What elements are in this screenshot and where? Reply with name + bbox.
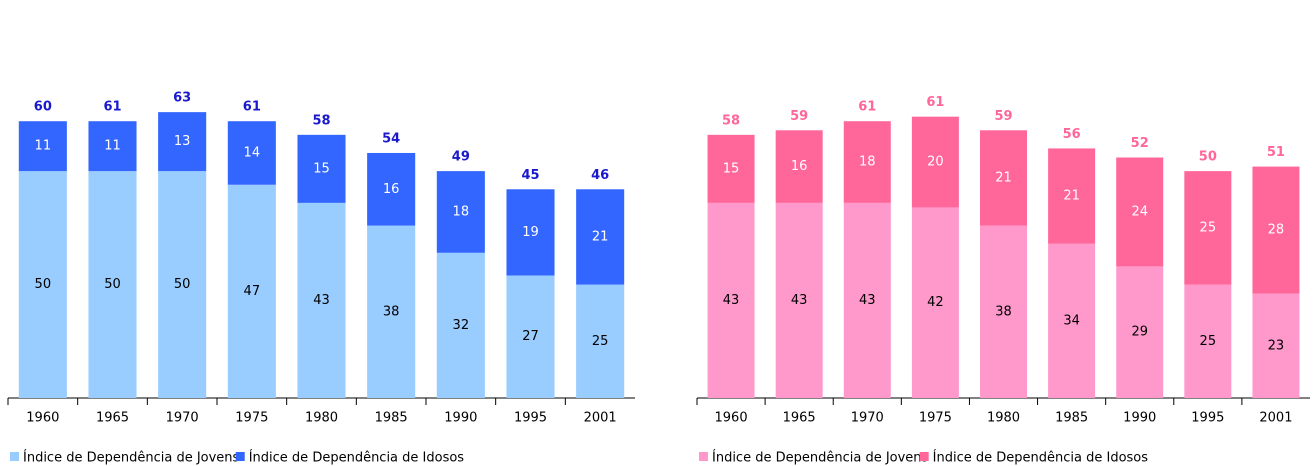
x-tick-label: 1980 (987, 411, 1020, 426)
total-label: 54 (382, 131, 400, 146)
x-tick-label: 1960 (715, 411, 748, 426)
legend-swatch (10, 452, 19, 461)
total-label: 52 (1131, 136, 1149, 151)
value-label: 19 (522, 225, 539, 240)
x-tick-label: 1980 (305, 411, 338, 426)
total-label: 61 (858, 100, 876, 115)
value-label: 11 (35, 139, 52, 154)
total-label: 49 (452, 150, 470, 165)
value-label: 38 (995, 304, 1012, 319)
value-label: 16 (383, 182, 400, 197)
x-tick-label: 1965 (783, 411, 816, 426)
x-tick-label: 2001 (584, 411, 617, 426)
value-label: 21 (1063, 189, 1080, 204)
value-label: 15 (723, 161, 740, 176)
total-label: 46 (591, 168, 609, 183)
x-tick-label: 1970 (851, 411, 884, 426)
value-label: 50 (174, 277, 191, 292)
value-label: 11 (104, 139, 121, 154)
total-label: 51 (1267, 145, 1285, 160)
value-label: 21 (592, 229, 609, 244)
value-label: 24 (1131, 204, 1148, 219)
total-label: 50 (1199, 150, 1217, 165)
total-label: 61 (243, 100, 261, 115)
total-label: 45 (521, 168, 539, 183)
value-label: 32 (453, 318, 470, 333)
total-label: 56 (1063, 127, 1081, 142)
legend-label: Índice de Dependência de Idosos (249, 450, 465, 466)
value-label: 47 (244, 284, 261, 299)
value-label: 50 (104, 277, 121, 292)
legend-swatch (920, 452, 929, 461)
value-label: 27 (522, 329, 539, 344)
value-label: 25 (1200, 334, 1217, 349)
x-tick-label: 1970 (166, 411, 199, 426)
value-label: 50 (35, 277, 52, 292)
x-tick-label: 1985 (1055, 411, 1088, 426)
value-label: 43 (313, 293, 330, 308)
x-tick-label: 1995 (514, 411, 547, 426)
total-label: 58 (722, 113, 740, 128)
value-label: 43 (859, 293, 876, 308)
value-label: 21 (995, 170, 1012, 185)
x-tick-label: 1990 (444, 411, 477, 426)
value-label: 25 (1200, 220, 1217, 235)
value-label: 18 (453, 204, 470, 219)
x-tick-label: 1995 (1191, 411, 1224, 426)
legend-label: Índice de Dependência de Jovens (23, 450, 240, 466)
total-label: 61 (103, 100, 121, 115)
page: {"chart_data": [ {"type": "stacked-bar",… (0, 0, 1315, 466)
value-label: 14 (244, 145, 261, 160)
value-label: 38 (383, 304, 400, 319)
total-label: 59 (994, 109, 1012, 124)
x-tick-label: 1985 (375, 411, 408, 426)
value-label: 43 (791, 293, 808, 308)
legend-label: Índice de Dependência de Jovens (712, 450, 929, 466)
value-label: 34 (1063, 313, 1080, 328)
legend-swatch (699, 452, 708, 461)
value-label: 23 (1268, 338, 1285, 353)
value-label: 28 (1268, 223, 1285, 238)
value-label: 20 (927, 155, 944, 170)
total-label: 63 (173, 91, 191, 106)
value-label: 29 (1131, 325, 1148, 340)
x-tick-label: 1965 (96, 411, 129, 426)
value-label: 42 (927, 295, 944, 310)
value-label: 43 (723, 293, 740, 308)
total-label: 61 (926, 95, 944, 110)
x-tick-label: 1975 (919, 411, 952, 426)
x-tick-label: 2001 (1259, 411, 1292, 426)
total-label: 59 (790, 109, 808, 124)
x-tick-label: 1960 (26, 411, 59, 426)
legend-label: Índice de Dependência de Idosos (933, 450, 1149, 466)
value-label: 15 (313, 161, 330, 176)
x-tick-label: 1990 (1123, 411, 1156, 426)
total-label: 60 (34, 100, 52, 115)
value-label: 16 (791, 159, 808, 174)
x-tick-label: 1975 (235, 411, 268, 426)
total-label: 58 (312, 113, 330, 128)
value-label: 18 (859, 155, 876, 170)
value-label: 13 (174, 134, 191, 149)
value-label: 25 (592, 334, 609, 349)
legend-swatch (236, 452, 245, 461)
charts: 1960 50 11 60 1965 50 11 61 1970 50 13 63 1975 47 14 61… (0, 0, 1315, 466)
